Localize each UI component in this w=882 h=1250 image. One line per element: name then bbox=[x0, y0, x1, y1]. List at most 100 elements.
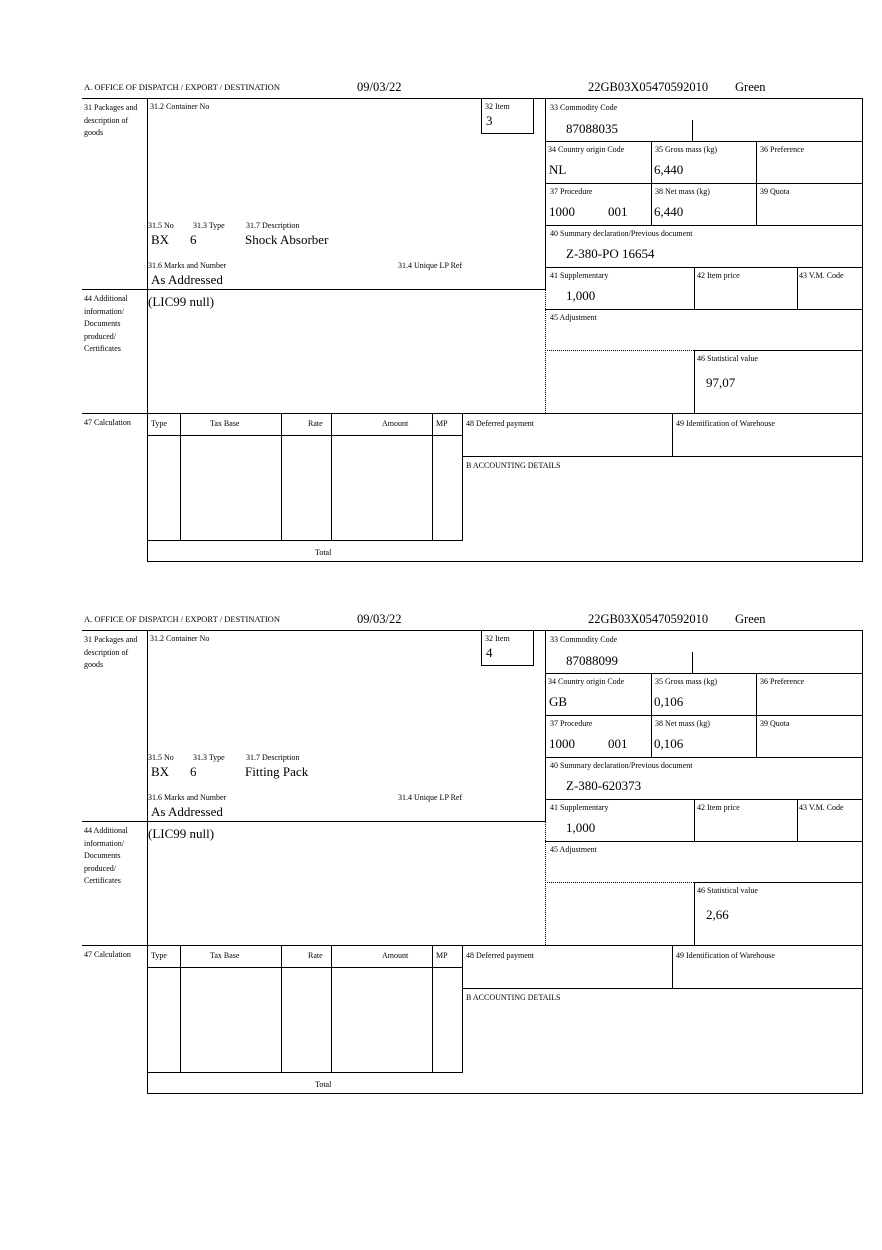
preference-label: 36 Preference bbox=[760, 677, 805, 686]
deferred-payment-label: 48 Deferred payment bbox=[466, 419, 534, 428]
commodity-value: 87088035 bbox=[566, 121, 618, 136]
no-label: 31.5 No bbox=[148, 753, 174, 762]
procedure-label: 37 Procedure bbox=[550, 719, 593, 728]
rule-line bbox=[694, 882, 863, 884]
unique-ref-label: 31.4 Unique LP Ref bbox=[398, 261, 463, 270]
reference-value: 22GB03X05470592010 bbox=[588, 80, 709, 94]
rule-line bbox=[694, 350, 863, 352]
customs-item-form: A. OFFICE OF DISPATCH / EXPORT / DESTINA… bbox=[0, 532, 882, 1095]
rule-line bbox=[651, 141, 653, 226]
col-mp: MP bbox=[436, 419, 448, 428]
warehouse-label: 49 Identification of Warehouse bbox=[676, 419, 775, 428]
dotted-divider bbox=[545, 290, 546, 413]
rule-line bbox=[432, 413, 434, 541]
dotted-divider bbox=[545, 350, 694, 351]
supplementary-label: 41 Supplementary bbox=[550, 271, 609, 280]
rule-line bbox=[281, 945, 283, 1073]
rule-line bbox=[545, 267, 863, 269]
package-kind-value: BX bbox=[151, 764, 170, 779]
col-type: Type bbox=[151, 419, 167, 428]
rule-line bbox=[481, 98, 483, 134]
rule-line bbox=[651, 673, 653, 758]
col-rate: Rate bbox=[308, 419, 323, 428]
net-mass-label: 38 Net mass (kg) bbox=[655, 719, 710, 728]
rule-line bbox=[82, 821, 546, 823]
summary-label: 40 Summary declaration/Previous document bbox=[550, 229, 693, 238]
date-value: 09/03/22 bbox=[357, 612, 402, 626]
net-mass-value: 6,440 bbox=[654, 204, 684, 219]
dotted-divider bbox=[545, 882, 694, 883]
rule-line bbox=[147, 630, 149, 1094]
route-value: Green bbox=[735, 80, 766, 94]
rule-line bbox=[331, 413, 333, 541]
rule-line bbox=[756, 673, 758, 758]
reference-value: 22GB03X05470592010 bbox=[588, 612, 709, 626]
description-value: Shock Absorber bbox=[245, 232, 329, 247]
procedure-additional-value: 001 bbox=[608, 204, 628, 219]
unique-ref-label: 31.4 Unique LP Ref bbox=[398, 793, 463, 802]
rule-line bbox=[545, 630, 547, 822]
rule-line bbox=[462, 413, 464, 541]
vm-code-label: 43 V.M. Code bbox=[799, 803, 844, 812]
additional-info-value: (LIC99 null) bbox=[148, 826, 215, 841]
calculation-label: 47 Calculation bbox=[84, 950, 131, 959]
container-label: 31.2 Container No bbox=[150, 634, 210, 643]
rule-line bbox=[533, 98, 535, 134]
packages-label: 31 Packages and description of goods bbox=[84, 635, 138, 669]
rule-line bbox=[692, 120, 694, 142]
rule-line bbox=[481, 133, 534, 135]
commodity-label: 33 Commodity Code bbox=[550, 103, 618, 112]
rule-line bbox=[147, 540, 463, 542]
rule-line bbox=[82, 98, 863, 100]
rule-line bbox=[797, 267, 799, 310]
net-mass-label: 38 Net mass (kg) bbox=[655, 187, 710, 196]
gross-mass-value: 0,106 bbox=[654, 694, 684, 709]
customs-item-form: A. OFFICE OF DISPATCH / EXPORT / DESTINA… bbox=[0, 0, 882, 563]
summary-value: Z-380-PO 16654 bbox=[566, 246, 655, 261]
package-count-value: 6 bbox=[190, 764, 197, 779]
type-label: 31.3 Type bbox=[193, 753, 225, 762]
adjustment-label: 45 Adjustment bbox=[550, 313, 597, 322]
rule-line bbox=[692, 652, 694, 674]
commodity-label: 33 Commodity Code bbox=[550, 635, 618, 644]
supplementary-label: 41 Supplementary bbox=[550, 803, 609, 812]
col-mp: MP bbox=[436, 951, 448, 960]
rule-line bbox=[672, 413, 674, 457]
rule-line bbox=[545, 183, 863, 185]
marks-value: As Addressed bbox=[151, 804, 223, 819]
country-label: 34 Country origin Code bbox=[548, 677, 625, 686]
quota-label: 39 Quota bbox=[760, 187, 790, 196]
additional-info-value: (LIC99 null) bbox=[148, 294, 215, 309]
date-value: 09/03/22 bbox=[357, 80, 402, 94]
marks-label: 31.6 Marks and Number bbox=[148, 261, 227, 270]
summary-value: Z-380-620373 bbox=[566, 778, 642, 793]
rule-line bbox=[862, 630, 864, 1094]
rule-line bbox=[694, 267, 696, 310]
country-label: 34 Country origin Code bbox=[548, 145, 625, 154]
item-label: 32 Item bbox=[485, 634, 510, 643]
rule-line bbox=[462, 456, 863, 458]
deferred-payment-label: 48 Deferred payment bbox=[466, 951, 534, 960]
rule-line bbox=[147, 435, 463, 437]
statistical-label: 46 Statistical value bbox=[697, 354, 758, 363]
col-tax-base: Tax Base bbox=[210, 951, 240, 960]
warehouse-label: 49 Identification of Warehouse bbox=[676, 951, 775, 960]
package-kind-value: BX bbox=[151, 232, 170, 247]
rule-line bbox=[147, 967, 463, 969]
rule-line bbox=[694, 882, 696, 946]
commodity-value: 87088099 bbox=[566, 653, 618, 668]
rule-line bbox=[281, 413, 283, 541]
rule-line bbox=[545, 225, 863, 227]
item-price-label: 42 Item price bbox=[697, 271, 740, 280]
rule-line bbox=[672, 945, 674, 989]
supplementary-value: 1,000 bbox=[566, 288, 596, 303]
no-label: 31.5 No bbox=[148, 221, 174, 230]
gross-mass-value: 6,440 bbox=[654, 162, 684, 177]
rule-line bbox=[862, 98, 864, 562]
col-type: Type bbox=[151, 951, 167, 960]
container-label: 31.2 Container No bbox=[150, 102, 210, 111]
type-label: 31.3 Type bbox=[193, 221, 225, 230]
rule-line bbox=[545, 267, 547, 290]
rule-line bbox=[545, 141, 863, 143]
description-value: Fitting Pack bbox=[245, 764, 309, 779]
